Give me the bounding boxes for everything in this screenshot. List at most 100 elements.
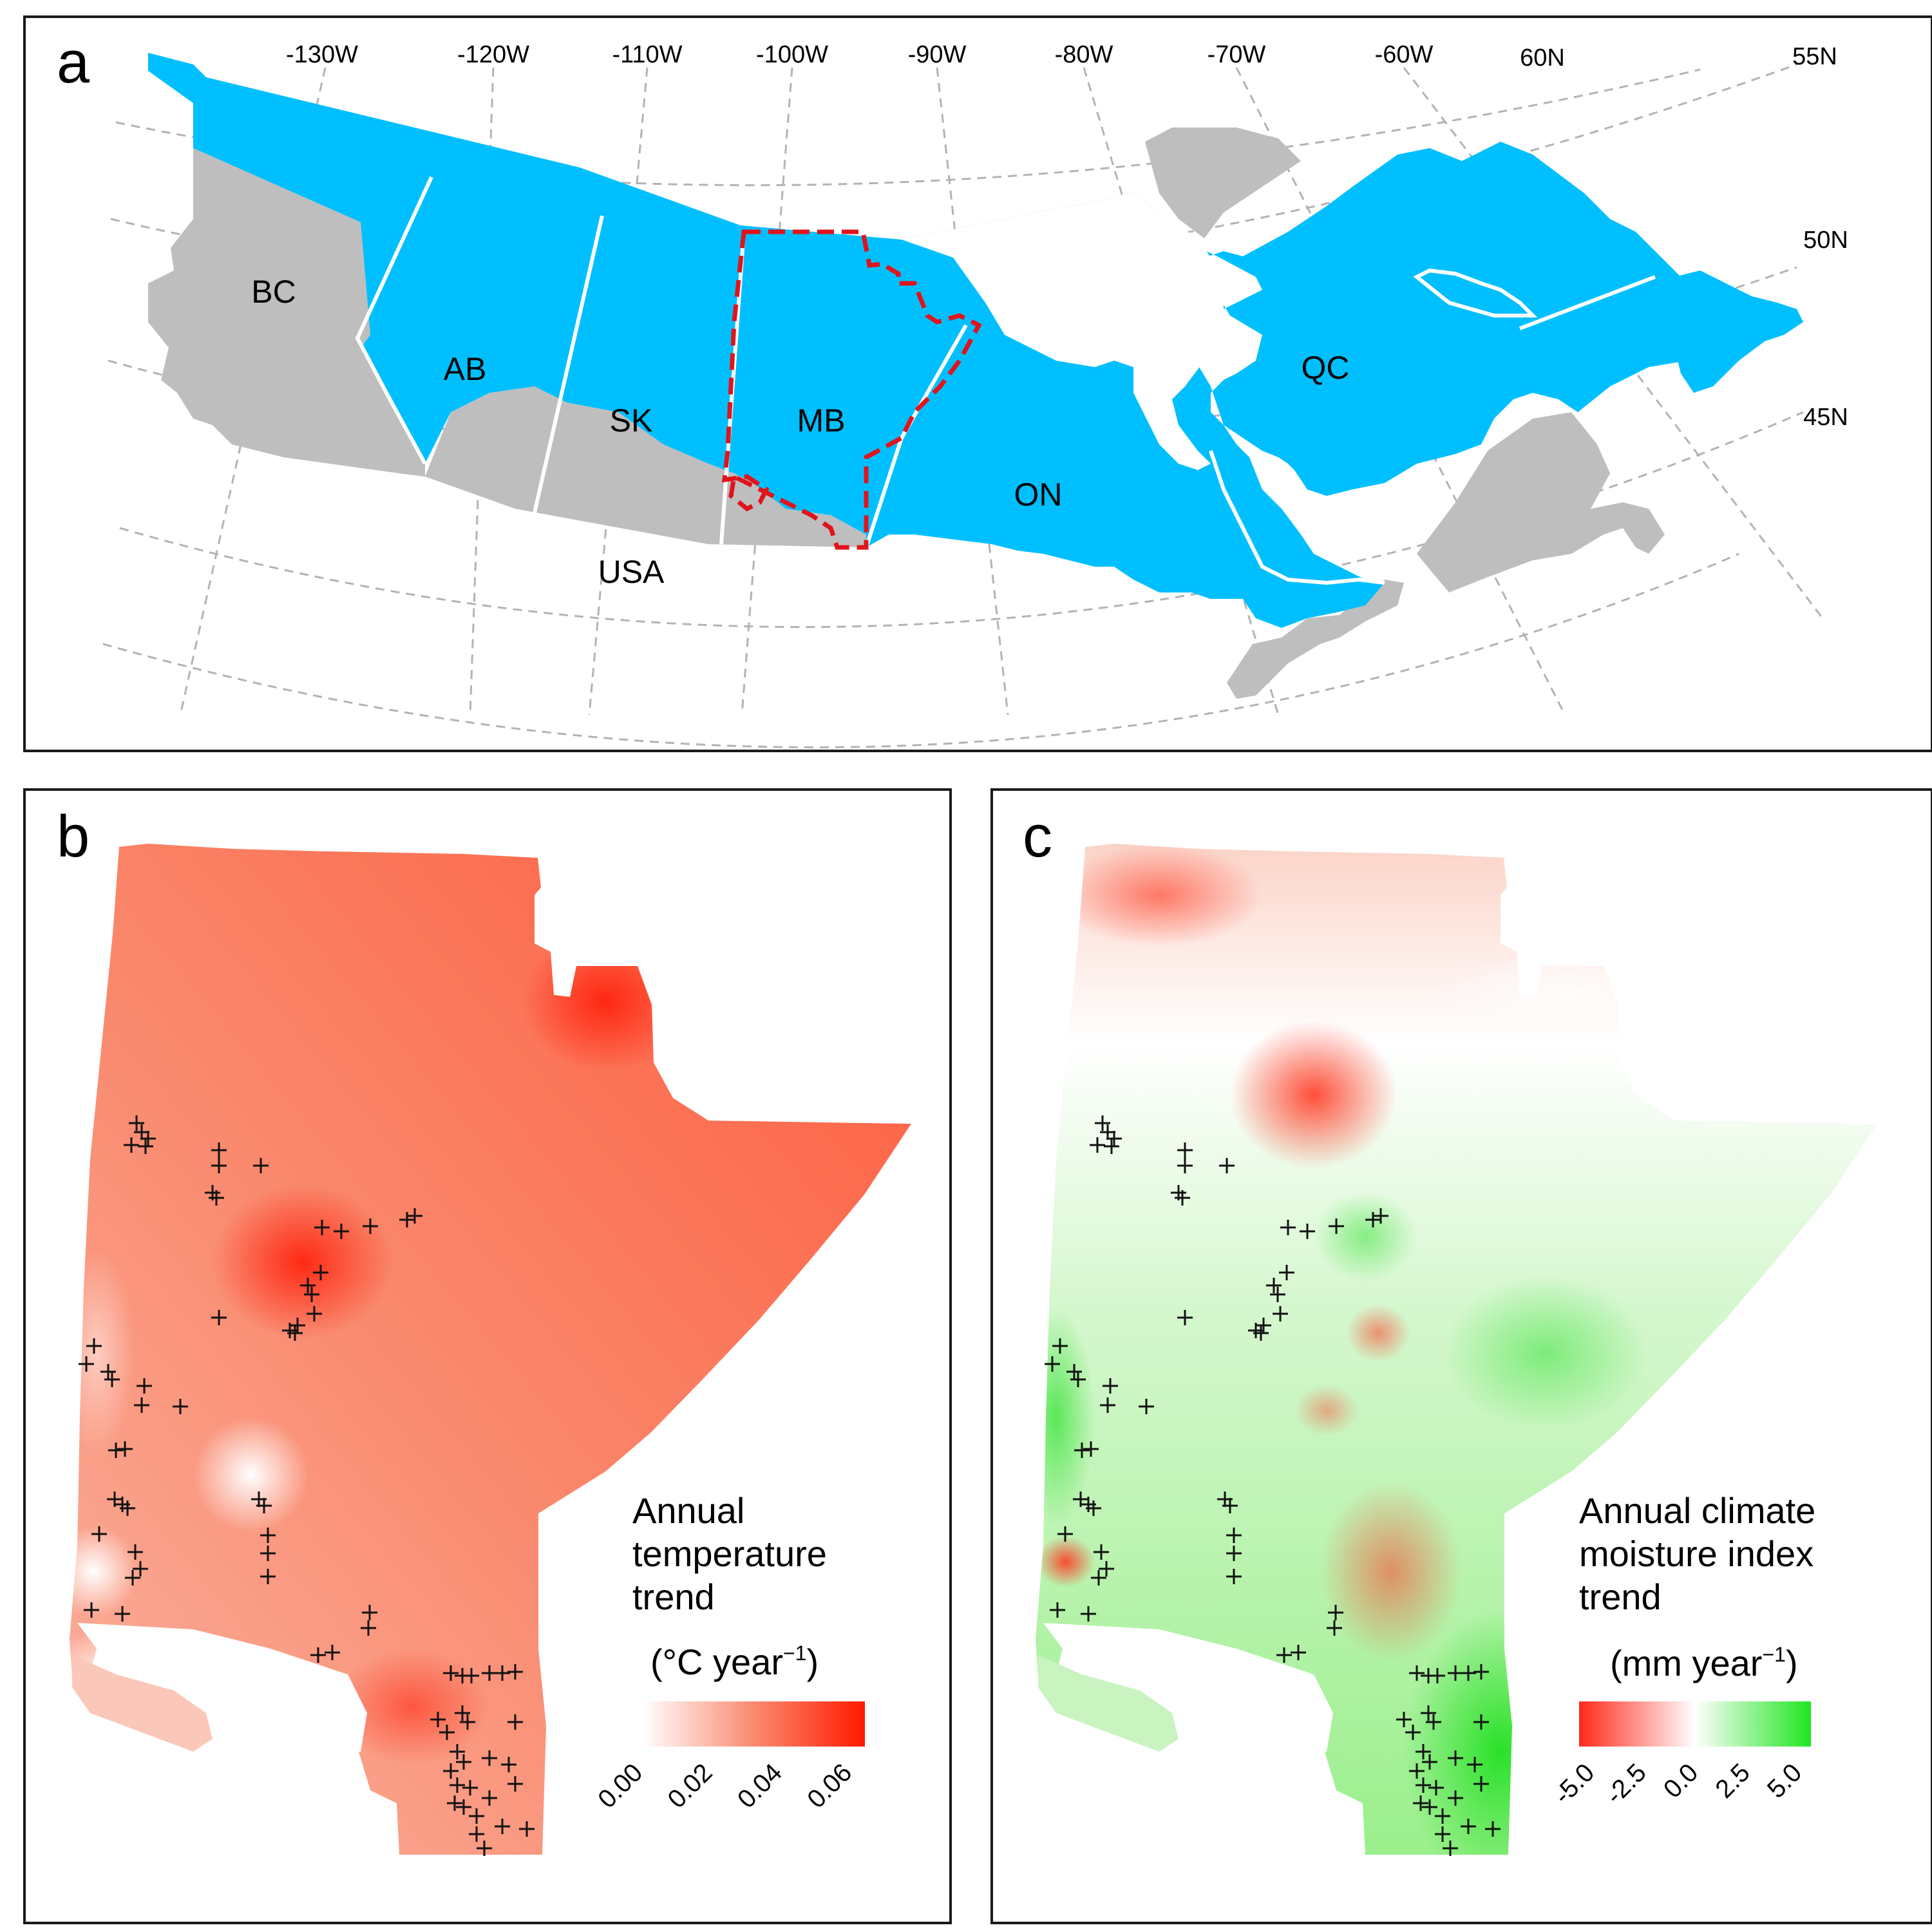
- site-marker: [501, 1757, 516, 1772]
- legend-tick-label-c: 2.5: [1710, 1758, 1755, 1803]
- site-marker: [1219, 1158, 1235, 1173]
- site-marker: [134, 1397, 149, 1413]
- panel-c: c Annual climate moisture index trend (m…: [990, 788, 1932, 1924]
- legend-units-prefix-c: (mm year: [1610, 1643, 1762, 1683]
- site-marker: [314, 1220, 330, 1235]
- site-marker: [1409, 1763, 1425, 1779]
- drying-west: [1037, 1536, 1095, 1587]
- site-marker: [507, 1664, 523, 1680]
- lon-label-90w: -90W: [908, 41, 967, 68]
- lon-label-130w: -130W: [286, 41, 358, 68]
- legend-tick-label-b: 0.02: [663, 1758, 718, 1814]
- lat-label-45n: 45N: [1803, 404, 1848, 431]
- site-marker: [1266, 1278, 1282, 1293]
- lon-label-120w: -120W: [457, 41, 529, 68]
- site-marker: [1280, 1220, 1296, 1235]
- site-marker: [495, 1665, 510, 1681]
- site-marker: [1057, 1526, 1073, 1542]
- site-marker: [1327, 1620, 1342, 1636]
- site-marker: [482, 1750, 497, 1766]
- region-label-ab: AB: [444, 351, 487, 387]
- site-marker: [1430, 1668, 1445, 1683]
- mb-on-border: [864, 324, 968, 548]
- site-marker: [1279, 1265, 1294, 1280]
- wetting-west: [1036, 1307, 1095, 1526]
- qc-labrador-border: [1413, 268, 1538, 317]
- site-marker: [120, 1501, 135, 1516]
- site-marker: [1090, 1137, 1105, 1153]
- site-marker: [1416, 1744, 1431, 1759]
- site-marker: [1177, 1310, 1193, 1325]
- site-marker: [104, 1372, 120, 1387]
- site-marker: [253, 1158, 269, 1173]
- legend-tick-label-c: -5.0: [1549, 1758, 1600, 1810]
- site-marker: [1052, 1338, 1068, 1354]
- site-marker: [304, 1287, 319, 1302]
- site-marker: [1070, 1372, 1086, 1387]
- southwest-strip-b: [72, 1655, 213, 1752]
- wetting-center: [1314, 1191, 1417, 1282]
- site-marker: [1226, 1546, 1242, 1561]
- drying-spot-1: [1346, 1304, 1410, 1362]
- legend-colorbar-b: [643, 1701, 865, 1747]
- site-marker: [1421, 1705, 1436, 1721]
- us-northeast-land: [1227, 580, 1404, 699]
- site-marker: [84, 1602, 99, 1618]
- site-marker: [138, 1139, 153, 1154]
- site-marker: [363, 1218, 378, 1234]
- graticule-40n: [102, 553, 1739, 748]
- panel-a-frame: [23, 15, 1932, 752]
- site-marker: [133, 1561, 148, 1577]
- site-marker: [507, 1776, 523, 1792]
- site-marker: [256, 1498, 272, 1513]
- site-marker: [482, 1790, 497, 1806]
- drying-north: [1056, 844, 1262, 947]
- panel-b: b Annual temperature trend (°C year−1) 0…: [23, 788, 952, 1924]
- site-marker: [79, 1356, 94, 1372]
- site-marker: [140, 1131, 156, 1146]
- site-marker: [211, 1158, 227, 1173]
- site-markers-c: [1045, 1115, 1501, 1856]
- site-marker: [1104, 1139, 1119, 1154]
- site-marker: [1365, 1212, 1381, 1227]
- site-marker: [1100, 1397, 1115, 1413]
- site-marker: [443, 1665, 459, 1681]
- site-marker: [447, 1795, 462, 1811]
- legend-title-line3-c: trend: [1579, 1577, 1662, 1617]
- region-label-usa: USA: [598, 554, 665, 590]
- bc-ab-border: [355, 176, 433, 465]
- lon-label-60w: -60W: [1375, 41, 1434, 68]
- site-marker: [519, 1821, 535, 1837]
- site-marker: [469, 1808, 484, 1824]
- site-marker: [361, 1620, 376, 1636]
- site-marker: [211, 1310, 227, 1325]
- panel-b-frame: [23, 788, 952, 1924]
- panel-c-letter: c: [1023, 804, 1052, 869]
- legend-units-c: (mm year−1): [1610, 1643, 1798, 1683]
- site-marker: [1426, 1714, 1441, 1730]
- panel-a-letter: a: [57, 30, 90, 95]
- site-marker: [260, 1546, 276, 1561]
- site-marker: [307, 1306, 322, 1321]
- legend-tick-label-b: 0.06: [802, 1758, 857, 1814]
- site-marker: [1139, 1399, 1154, 1414]
- site-marker: [1177, 1158, 1193, 1173]
- lon-label-70w: -70W: [1208, 41, 1266, 68]
- site-marker: [1066, 1364, 1082, 1379]
- site-marker: [495, 1819, 510, 1834]
- site-marker: [1177, 1142, 1193, 1158]
- site-marker: [124, 1137, 139, 1153]
- on-qc-border: [1209, 450, 1385, 585]
- coolspot-west: [70, 1526, 138, 1616]
- site-marker: [1467, 1757, 1482, 1772]
- hotspot-central: [213, 1185, 393, 1340]
- legend-tick-label-c: 0.0: [1658, 1758, 1703, 1803]
- region-label-bc: BC: [251, 274, 296, 310]
- legend-units-sup-b: −1: [783, 1642, 806, 1665]
- site-marker: [1226, 1569, 1242, 1584]
- site-marker: [86, 1338, 102, 1354]
- site-marker: [1094, 1544, 1109, 1560]
- graticule-60n: [115, 68, 1701, 187]
- region-label-sk: SK: [610, 402, 653, 439]
- site-marker: [1448, 1750, 1463, 1766]
